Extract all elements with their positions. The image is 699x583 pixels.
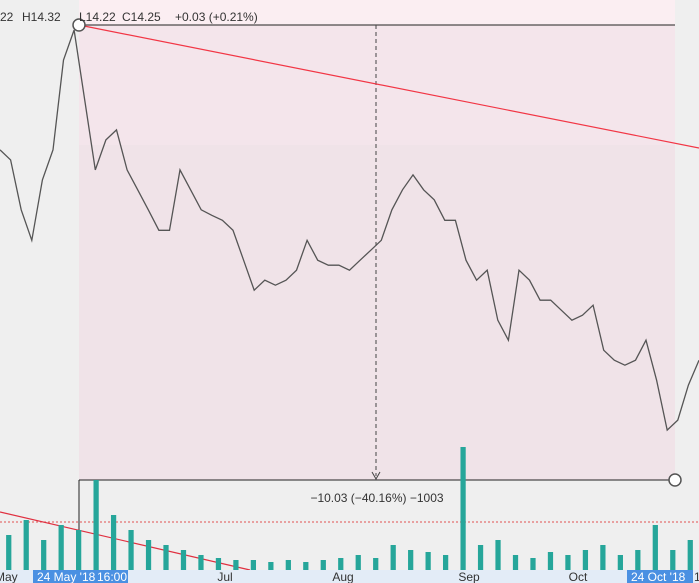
volume-bar [303,562,309,570]
volume-bar [6,535,12,570]
volume-bar [652,525,658,570]
header-open: 22 [0,10,14,24]
header-change: +0.03 (+0.21%) [175,10,258,24]
volume-bar [198,555,204,570]
volume-bar [530,558,536,570]
time-label: 16:00 [97,570,127,583]
measure-label: −10.03 (−40.16%) −1003 [310,491,443,505]
volume-bar [442,555,449,570]
volume-bar [163,545,169,570]
volume-bar [670,550,676,570]
trend-line [78,24,699,149]
volume-bar [582,550,589,570]
measure-top [79,0,675,25]
volume-trend-line [0,511,251,571]
time-axis [0,570,699,583]
volume-bar [110,515,117,570]
volume-bar [355,555,361,570]
time-label: Jul [217,570,232,583]
time-highlight [33,570,128,583]
time-label: 24 Oct '18 [631,570,686,583]
volume-bar [41,540,47,570]
volume-bar [687,540,693,570]
volume-bar [408,550,414,570]
volume-bar [180,550,187,570]
volume-bar [93,480,99,570]
volume-bar [547,552,554,570]
handle[interactable] [72,18,86,32]
volume-bar [635,550,641,570]
volume-bar [76,530,82,570]
volume-bar [58,525,64,570]
header-high: H14.32 [22,10,61,24]
volume-bar [233,560,239,570]
volume-bar [512,555,519,570]
time-label: 24 May '18 [37,570,96,583]
volume-bar [617,555,623,570]
volume-bar [460,447,466,570]
volume-bar [320,560,326,570]
volume-bar [128,530,134,570]
volume-bar [145,540,152,570]
volume-bar [600,545,606,570]
volume-bar [285,560,291,570]
volume-bar [338,558,344,570]
time-label: Aug [332,570,353,583]
arrow-head [371,471,381,481]
handle[interactable] [668,473,682,487]
volume-bar [425,552,431,570]
volume-bar [373,558,379,570]
time-label: 18 [694,570,699,583]
time-label: Oct [569,570,588,583]
header-close: C14.25 [122,10,161,24]
price-line [0,29,699,432]
volume-bar [215,558,222,570]
time-highlight [627,570,693,583]
header-low: L14.22 [79,10,116,24]
volume-bar [268,562,274,570]
volume-bar [23,520,29,570]
volume-bar [477,545,484,570]
volume-bar [390,545,396,570]
time-label: May [0,570,18,583]
volume-bar [565,555,571,570]
time-label: Sep [458,570,480,583]
volume-bar [495,540,501,570]
volume-bar [250,560,257,570]
